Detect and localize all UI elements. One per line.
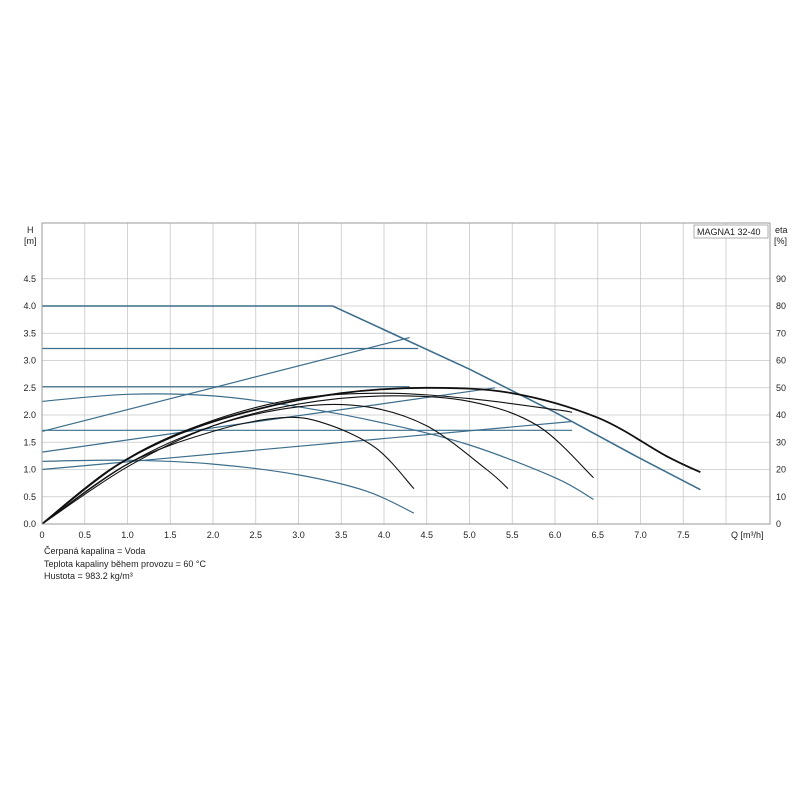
x-tick-label: 2.0 — [207, 530, 220, 540]
model-label-box — [693, 224, 769, 239]
y-left-tick-label: 3.0 — [23, 356, 36, 366]
x-tick-label: 0.5 — [78, 530, 91, 540]
head-curve — [41, 337, 410, 432]
efficiency-curves — [41, 386, 701, 525]
y-right-tick-labels: 0 10 20 30 40 50 60 70 80 90 — [776, 274, 786, 529]
efficiency-curve — [41, 392, 573, 525]
x-tick-label: 1.5 — [164, 530, 177, 540]
head-curve — [41, 459, 415, 514]
y-left-tick-label: 0.0 — [23, 519, 36, 529]
x-tick-label: 6.5 — [591, 530, 604, 540]
head-curve — [41, 387, 496, 453]
x-axis-title: Q [m³/h] — [731, 530, 764, 540]
y-right-tick-label: 10 — [776, 492, 786, 502]
y-right-tick-label: 90 — [776, 274, 786, 284]
model-label: MAGNA1 32-40 — [697, 227, 761, 237]
y-right-tick-label: 70 — [776, 328, 786, 338]
y-right-tick-label: 80 — [776, 301, 786, 311]
y-left-tick-label: 0.5 — [23, 492, 36, 502]
y-left-tick-label: 1.5 — [23, 437, 36, 447]
x-tick-label: 7.0 — [634, 530, 647, 540]
efficiency-curve — [41, 395, 594, 525]
fluid-notes: Čerpaná kapalina = Voda Teplota kapaliny… — [44, 545, 206, 583]
x-tick-label: 5.0 — [463, 530, 476, 540]
x-tick-label: 0 — [39, 530, 44, 540]
plot-frame — [41, 222, 771, 525]
y-left-tick-label: 4.0 — [23, 301, 36, 311]
note-density: Hustota = 983.2 kg/m³ — [44, 571, 133, 581]
head-curve — [41, 420, 573, 471]
x-tick-label: 3.0 — [292, 530, 305, 540]
x-tick-label: 3.5 — [335, 530, 348, 540]
y-left-tick-label: 4.5 — [23, 274, 36, 284]
note-temperature: Teplota kapaliny během provozu = 60 °C — [44, 558, 206, 569]
x-tick-label: 1.0 — [121, 530, 134, 540]
y-right-tick-label: 30 — [776, 437, 786, 447]
y-left-tick-label: 2.5 — [23, 383, 36, 393]
efficiency-curve — [41, 416, 415, 525]
x-tick-label: 5.5 — [506, 530, 519, 540]
x-tick-label: 4.0 — [378, 530, 391, 540]
head-curve — [41, 393, 594, 501]
y-left-tick-label: 1.0 — [23, 465, 36, 475]
x-tick-label: 2.5 — [249, 530, 262, 540]
x-tick-label: 4.5 — [420, 530, 433, 540]
y-left-tick-label: 3.5 — [23, 328, 36, 338]
head-curves — [41, 305, 701, 514]
x-tick-labels: 0 0.5 1.0 1.5 2.0 2.5 3.0 3.5 4.0 4.5 5.0 5.5 6.0 6.5… — [39, 530, 689, 540]
y-axis-right-title-line2: [%] — [774, 236, 787, 246]
grid — [42, 223, 770, 524]
y-axis-left-title-line2: [m] — [24, 236, 37, 246]
y-left-tick-label: 2.0 — [23, 410, 36, 420]
y-axis-right-title-line1: eta — [775, 225, 788, 235]
efficiency-curve — [41, 386, 701, 525]
x-tick-label: 7.5 — [677, 530, 690, 540]
efficiency-curve — [41, 403, 509, 525]
y-right-tick-label: 0 — [776, 519, 781, 529]
y-right-tick-label: 40 — [776, 410, 786, 420]
head-curve — [42, 305, 701, 491]
note-fluid: Čerpaná kapalina = Voda — [44, 546, 146, 556]
y-right-tick-label: 60 — [776, 356, 786, 366]
x-tick-label: 6.0 — [549, 530, 562, 540]
y-right-tick-label: 50 — [776, 383, 786, 393]
y-axis-left-title-line1: H — [27, 225, 34, 235]
y-left-tick-labels: 0.0 0.5 1.0 1.5 2.0 2.5 3.0 3.5 4.0 4.5 — [23, 274, 36, 529]
y-right-tick-label: 20 — [776, 465, 786, 475]
